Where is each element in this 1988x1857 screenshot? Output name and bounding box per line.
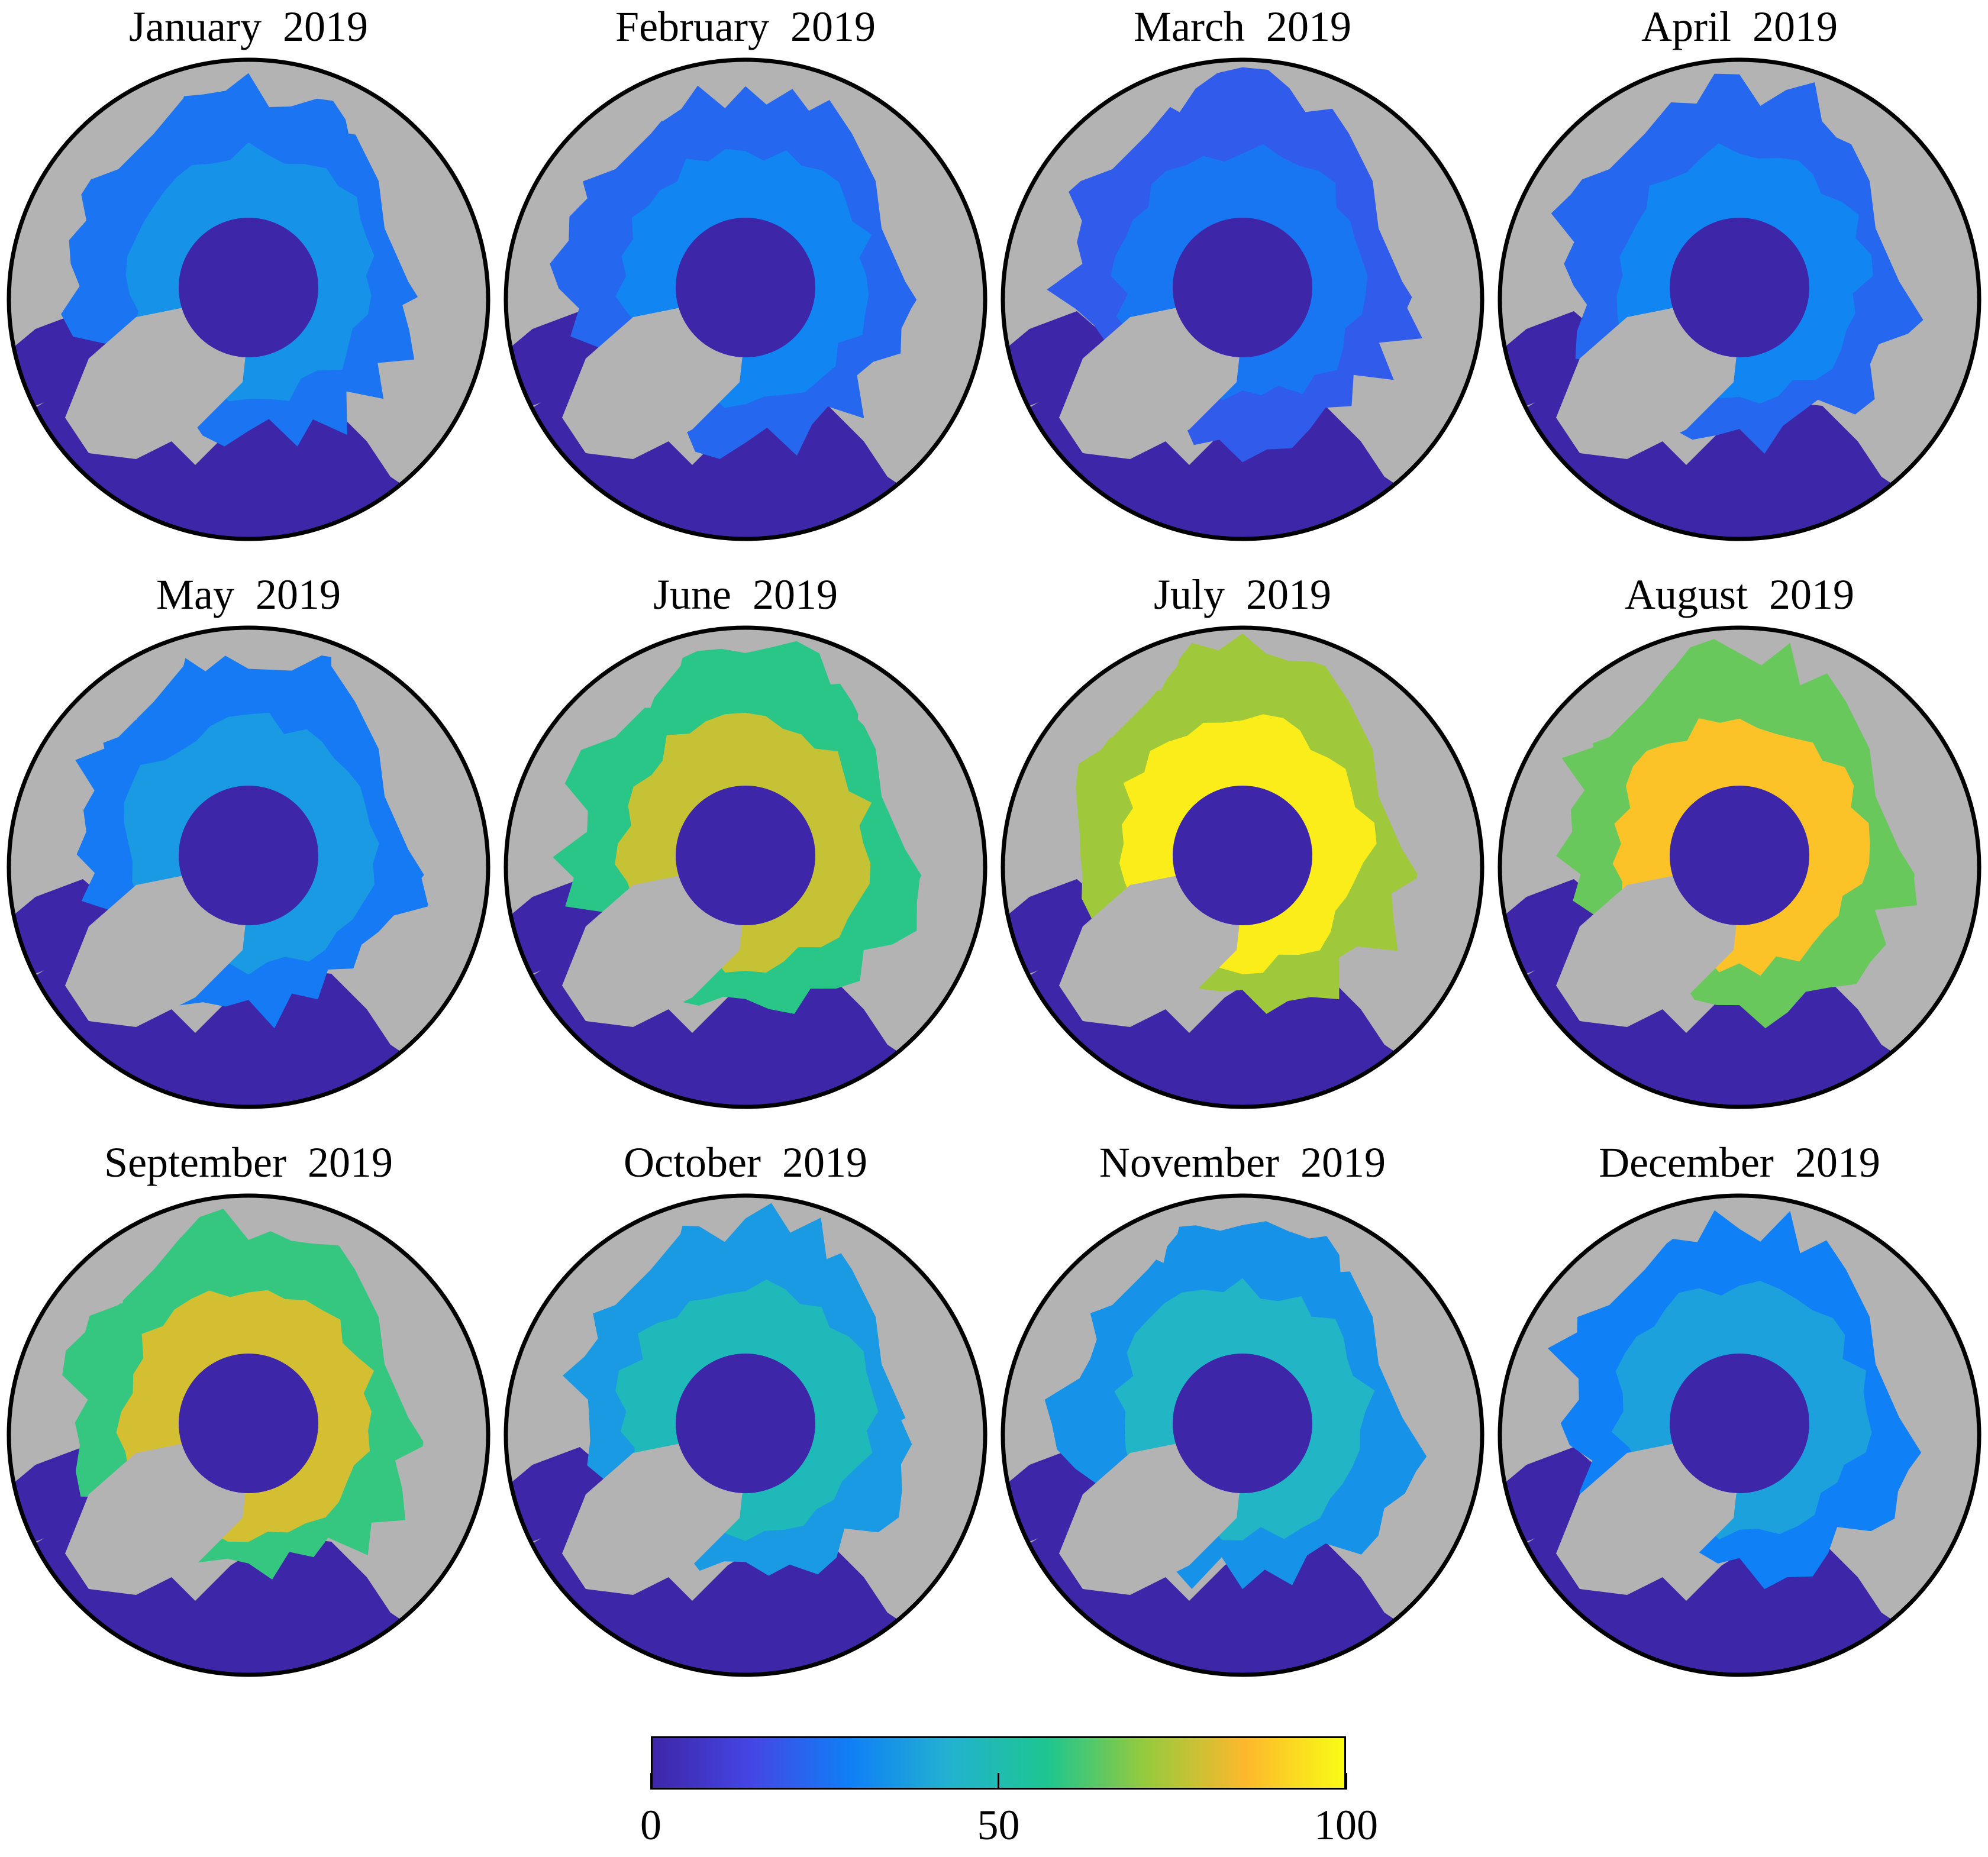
- map-outline: [7, 1193, 490, 1677]
- map-outline: [1001, 625, 1484, 1109]
- land-area: [65, 873, 248, 1027]
- polar-map: [1001, 1193, 1484, 1677]
- map-panel: June 2019: [497, 568, 994, 1136]
- pole-hole: [676, 786, 815, 925]
- ocean-area: [1500, 1447, 1615, 1554]
- pole-hole: [1670, 218, 1809, 357]
- polar-map: [7, 1193, 490, 1677]
- colorbar-tick-label: 50: [977, 1801, 1020, 1849]
- ocean-area: [9, 879, 124, 986]
- panel-title: August 2019: [1624, 571, 1855, 618]
- map-outline: [504, 1193, 987, 1677]
- polar-map: [1001, 625, 1484, 1109]
- pole-hole: [1670, 1354, 1809, 1493]
- pole-hole: [179, 786, 318, 925]
- panel-title: June 2019: [653, 571, 838, 618]
- panel-title: September 2019: [104, 1139, 393, 1186]
- map-panel: April 2019: [1491, 0, 1988, 568]
- polar-map: [1498, 625, 1981, 1109]
- map-panel: August 2019: [1491, 568, 1988, 1136]
- panel-title: April 2019: [1641, 3, 1838, 50]
- map-outline: [1001, 57, 1484, 541]
- panel-title: March 2019: [1134, 3, 1351, 50]
- map-panel: October 2019: [497, 1136, 994, 1704]
- map-outline: [7, 57, 490, 541]
- pole-hole: [179, 218, 318, 357]
- polar-map: [1498, 57, 1981, 541]
- map-panel: January 2019: [0, 0, 497, 568]
- land-area: [1059, 305, 1242, 459]
- panel-title: October 2019: [624, 1139, 867, 1186]
- colorbar-tick: [650, 1773, 652, 1790]
- map-panel: November 2019: [994, 1136, 1491, 1704]
- map-panel: May 2019: [0, 568, 497, 1136]
- land-area: [562, 305, 746, 459]
- land-area: [1059, 1441, 1242, 1595]
- ocean-area: [1003, 311, 1118, 418]
- land-area: [65, 1441, 248, 1595]
- map-panel: March 2019: [994, 0, 1491, 568]
- polar-map: [504, 1193, 987, 1677]
- pole-hole: [1173, 218, 1312, 357]
- map-outline: [504, 625, 987, 1109]
- land-area: [562, 873, 746, 1027]
- pole-hole: [1173, 786, 1312, 925]
- land-area: [1556, 873, 1740, 1027]
- colorbar-tick: [998, 1773, 999, 1790]
- polar-map: [7, 625, 490, 1109]
- map-panel: December 2019: [1491, 1136, 1988, 1704]
- pole-hole: [1670, 786, 1809, 925]
- colorbar-tick: [1345, 1773, 1347, 1790]
- polar-map: [504, 625, 987, 1109]
- map-panel: July 2019: [994, 568, 1491, 1136]
- pole-hole: [676, 218, 815, 357]
- panel-title: November 2019: [1099, 1139, 1386, 1186]
- pole-hole: [179, 1354, 318, 1493]
- map-outline: [1498, 57, 1981, 541]
- colorbar-tick-label: 100: [1314, 1801, 1378, 1849]
- panel-title: May 2019: [156, 571, 341, 618]
- land-area: [1556, 305, 1740, 459]
- polar-map: [7, 57, 490, 541]
- panel-title: July 2019: [1153, 571, 1332, 618]
- map-outline: [504, 57, 987, 541]
- map-outline: [7, 625, 490, 1109]
- polar-map: [504, 57, 987, 541]
- panel-title: January 2019: [129, 3, 368, 50]
- polar-map: [1498, 1193, 1981, 1677]
- monthly-map-grid: January 2019 February 2019 March 2019 April…: [0, 0, 1988, 1704]
- ocean-area: [506, 1447, 621, 1554]
- pole-hole: [676, 1354, 815, 1493]
- map-outline: [1001, 1193, 1484, 1677]
- panel-title: December 2019: [1599, 1139, 1880, 1186]
- pole-hole: [1173, 1354, 1312, 1493]
- map-outline: [1498, 625, 1981, 1109]
- land-area: [1556, 1441, 1740, 1595]
- map-panel: February 2019: [497, 0, 994, 568]
- land-area: [65, 305, 248, 459]
- map-panel: September 2019: [0, 1136, 497, 1704]
- polar-map: [1001, 57, 1484, 541]
- colorbar-tick-label: 0: [640, 1801, 661, 1849]
- map-outline: [1498, 1193, 1981, 1677]
- land-area: [562, 1441, 746, 1595]
- land-area: [1059, 873, 1242, 1027]
- panel-title: February 2019: [615, 3, 876, 50]
